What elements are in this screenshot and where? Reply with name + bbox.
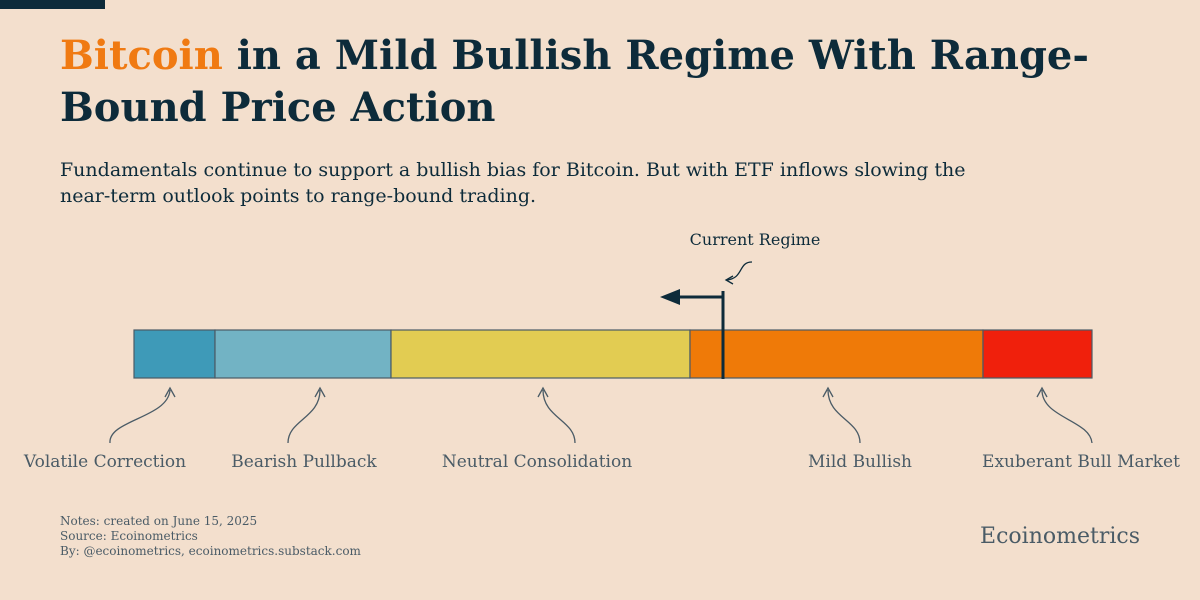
- regime-label-bearish-pullback: Bearish Pullback: [231, 452, 377, 472]
- regime-bar: [133, 329, 1093, 379]
- regime-pointers: [109, 386, 1093, 444]
- segment-neutral-consolidation: [390, 329, 691, 379]
- segment-volatile-correction: [133, 329, 216, 379]
- pointer-bearish-pullback-head: [314, 386, 326, 398]
- current-regime-callout-line: [726, 261, 753, 281]
- current-regime-label: Current Regime: [690, 230, 821, 249]
- regime-label-neutral-consolidation: Neutral Consolidation: [442, 452, 632, 472]
- source-line: Source: Ecoinometrics: [60, 529, 198, 543]
- page-title: Bitcoin in a Mild Bullish Regime With Ra…: [60, 30, 1160, 134]
- byline: By: @ecoinometrics, ecoinometrics.substa…: [60, 544, 361, 558]
- title-highlight: Bitcoin: [60, 32, 223, 79]
- regime-label-volatile-correction: Volatile Correction: [23, 452, 186, 472]
- pointer-mild-bullish: [827, 389, 861, 444]
- pointer-bearish-pullback: [287, 389, 321, 444]
- pointer-exuberant-bull-market-head: [1036, 386, 1048, 398]
- brand-logo-text: Ecoinometrics: [980, 524, 1140, 549]
- top-accent-bar: [0, 0, 105, 9]
- pointer-volatile-correction: [109, 389, 171, 444]
- current-regime-callout-head: [724, 275, 734, 285]
- segment-mild-bullish: [689, 329, 984, 379]
- footer-notes: Notes: created on June 15, 2025 Source: …: [60, 514, 361, 559]
- pointer-neutral-consolidation: [542, 389, 576, 444]
- pointer-neutral-consolidation-head: [537, 386, 549, 398]
- regime-label-exuberant-bull-market: Exuberant Bull Market: [982, 452, 1180, 472]
- notes-line: Notes: created on June 15, 2025: [60, 514, 258, 528]
- title-rest: in a Mild Bullish Regime With Range-Boun…: [60, 32, 1089, 131]
- regime-labels: Volatile Correction Bearish Pullback Neu…: [23, 452, 1180, 472]
- pointer-volatile-correction-head: [164, 386, 176, 398]
- direction-arrow-head: [660, 289, 680, 305]
- subtitle: Fundamentals continue to support a bulli…: [60, 159, 966, 207]
- pointer-mild-bullish-head: [822, 386, 834, 398]
- segment-exuberant-bull-market: [982, 329, 1093, 379]
- pointer-exuberant-bull-market: [1041, 389, 1093, 444]
- regime-label-mild-bullish: Mild Bullish: [808, 452, 912, 472]
- segment-bearish-pullback: [214, 329, 392, 379]
- current-regime-marker: Current Regime: [660, 230, 820, 379]
